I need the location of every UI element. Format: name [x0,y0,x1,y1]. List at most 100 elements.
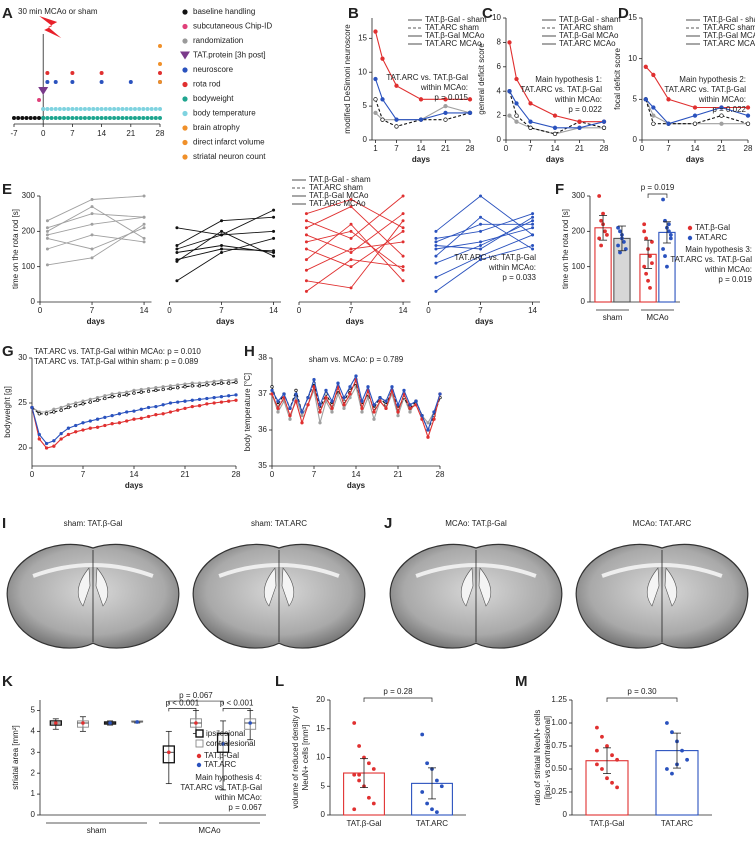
data-point [650,240,654,244]
data-point [139,390,143,394]
animal-line [47,227,145,250]
timeline-marker [107,107,112,111]
data-point [616,243,620,248]
data-point [125,410,129,414]
y-tick-label: 35 [258,461,267,470]
data-point [605,744,609,748]
data-point [272,249,276,253]
annotation: p = 0.022 [712,105,746,114]
data-point [597,194,602,198]
timeline-marker [128,80,133,84]
data-point [384,406,388,411]
timeline-marker [53,107,58,111]
data-point [665,767,669,771]
comparison-label: p < 0.001 [166,698,200,707]
data-point [312,377,316,382]
legend-swatch [196,753,202,759]
data-point [90,205,94,209]
data-point [44,446,49,450]
data-point [103,394,107,398]
data-point [95,417,100,421]
legend-label: TAT.β-Gal MCAo [309,191,369,200]
annotation: within MCAo: [214,793,262,802]
series-line [645,99,749,125]
data-point [528,101,533,106]
y-tick-label: 15 [316,724,325,733]
data-point [610,753,614,758]
data-point [371,767,376,771]
x-tick-label: 14 [399,306,408,315]
data-point [88,426,92,430]
legend-swatch [182,139,188,146]
x-tick-label: 28 [600,144,609,153]
data-point [227,381,231,385]
data-point [663,254,667,258]
data-point [90,233,94,237]
timeline-marker [87,116,92,120]
data-point [81,428,85,432]
legend-swatch [182,67,188,73]
data-point [197,397,202,402]
data-point [270,388,274,393]
comparison-bracket [168,708,197,712]
data-point [276,406,280,411]
timeline-marker [124,116,129,120]
data-point [304,240,308,244]
panel-letter: H [244,343,255,360]
data-point [601,125,607,130]
data-point [420,790,425,794]
data-point [81,402,85,406]
legend-swatch [182,81,188,88]
data-point [146,389,151,393]
data-point [220,243,224,247]
data-point [110,392,114,396]
data-point [531,247,535,251]
data-point [378,399,382,403]
data-point [601,211,605,216]
x-tick-label: MCAo [198,826,221,835]
legend-swatch [196,762,202,768]
data-point [665,721,669,725]
data-point [601,119,607,124]
data-point [605,232,609,237]
data-point [304,279,308,283]
data-point [294,392,298,396]
data-point [651,105,656,110]
median-dot [108,721,112,725]
data-point [176,400,180,404]
x-tick-label: 21 [394,470,403,479]
data-point [74,404,78,408]
timeline-marker [99,71,104,75]
data-point [142,236,146,240]
data-point [175,243,179,247]
data-point [88,397,92,402]
legend-label: neuroscore [193,65,234,74]
data-point [668,232,673,237]
data-point [426,421,430,425]
data-point [643,97,648,102]
y-tick-label: 38 [258,353,267,362]
data-point [44,441,49,446]
data-point [142,215,146,219]
data-point [146,386,151,391]
annotation: p = 0.022 [568,105,602,114]
data-point [161,412,165,416]
data-point [357,744,362,748]
data-point [643,64,648,69]
panel-letter: J [384,515,392,532]
timeline-marker [103,107,108,111]
annotation: Main hypothesis 4: [195,773,262,782]
data-point [37,412,41,416]
data-point [219,400,224,404]
animal-line [306,223,404,282]
timeline-marker [70,80,75,84]
data-point [349,265,353,269]
x-tick-label: sham [603,313,623,322]
data-point [66,405,71,410]
data-point [318,403,322,407]
data-point [507,113,512,118]
data-point [44,412,49,416]
data-point [288,413,292,418]
data-point [745,113,751,118]
